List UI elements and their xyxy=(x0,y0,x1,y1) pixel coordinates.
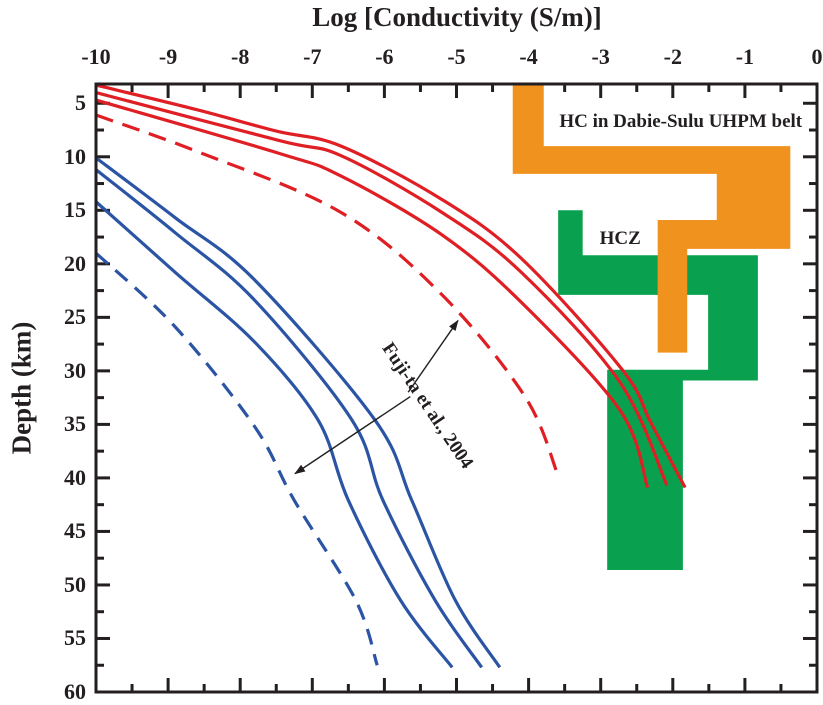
curve-red-solid-upper xyxy=(95,83,687,489)
x-tick-label: -6 xyxy=(375,44,394,69)
chart-title: Log [Conductivity (S/m)] xyxy=(312,2,602,32)
x-tick-label: -1 xyxy=(735,44,755,69)
x-tick-label: -9 xyxy=(158,44,178,69)
x-tick-label: -5 xyxy=(447,44,466,69)
region-hcz xyxy=(558,210,758,570)
y-tick-label: 35 xyxy=(64,411,86,437)
y-tick-label: 45 xyxy=(64,518,86,544)
y-tick-label: 10 xyxy=(64,143,86,169)
x-tick-label: -8 xyxy=(231,44,250,69)
regions-layer xyxy=(512,84,791,570)
annotation-arrows xyxy=(294,319,459,475)
y-tick-label: 15 xyxy=(64,197,86,223)
y-tick-label: 50 xyxy=(64,571,86,597)
x-tick-label: -7 xyxy=(303,44,322,69)
y-axis-title: Depth (km) xyxy=(6,321,37,455)
curve-blue-solid-lower xyxy=(94,200,454,669)
x-tick-label: -2 xyxy=(663,44,682,69)
curve-blue-solid-middle xyxy=(95,168,484,669)
y-tick-label: 5 xyxy=(75,90,86,116)
curves-layer xyxy=(94,83,687,669)
curve-red-solid-middle xyxy=(95,91,669,487)
y-tick-label: 20 xyxy=(64,250,86,276)
region-hc-belt xyxy=(512,84,791,353)
y-tick-label: 30 xyxy=(64,357,86,383)
curve-red-dashed-fujita-2004 xyxy=(95,113,559,475)
x-tick-label: -10 xyxy=(81,44,111,69)
region-label-hcz: HCZ xyxy=(599,228,641,250)
curve-blue-dashed-fujita-2004 xyxy=(94,251,379,666)
curve-red-solid-lower xyxy=(95,98,650,489)
y-tick-label: 60 xyxy=(64,679,86,704)
x-tick-label: 0 xyxy=(811,44,823,69)
y-tick-label: 55 xyxy=(64,625,86,651)
x-tick-label: -4 xyxy=(519,44,538,69)
y-tick-label: 40 xyxy=(64,464,86,490)
region-label-hc-belt: HC in Dabie-Sulu UHPM belt xyxy=(559,111,803,132)
x-tick-label: -3 xyxy=(591,44,610,69)
y-tick-label: 25 xyxy=(64,304,86,330)
curve-blue-solid-upper xyxy=(95,156,502,669)
plot-border xyxy=(94,82,819,694)
